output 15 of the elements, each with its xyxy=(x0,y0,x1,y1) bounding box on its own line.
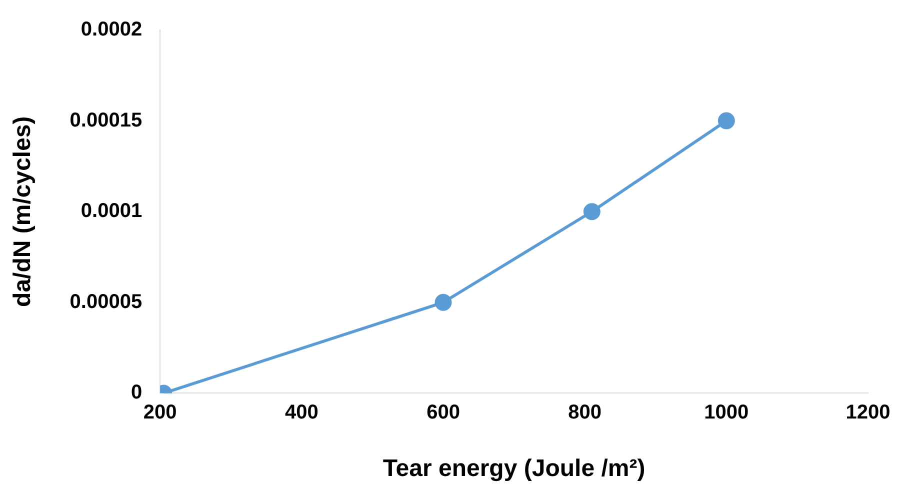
y-tick-label: 0.0001 xyxy=(80,200,142,222)
x-tick-label: 800 xyxy=(568,402,602,424)
x-tick-label: 1000 xyxy=(704,402,749,424)
x-tick-label: 1200 xyxy=(846,402,890,424)
point xyxy=(583,203,600,220)
y-tick-label: 0 xyxy=(130,382,142,404)
x-tick-label: 200 xyxy=(143,402,177,424)
x-tick-label: 400 xyxy=(284,402,318,424)
x-axis-title: Tear energy (Joule /m²) xyxy=(382,455,646,482)
y-tick-label: 0.00005 xyxy=(70,290,142,313)
x-tick-label: 600 xyxy=(426,402,460,424)
y-tick-label: 0.0002 xyxy=(80,18,142,41)
y-tick-label: 0.00015 xyxy=(70,109,142,132)
y-axis-title: da/dN (m/cycles) xyxy=(9,116,36,307)
point xyxy=(718,112,735,130)
